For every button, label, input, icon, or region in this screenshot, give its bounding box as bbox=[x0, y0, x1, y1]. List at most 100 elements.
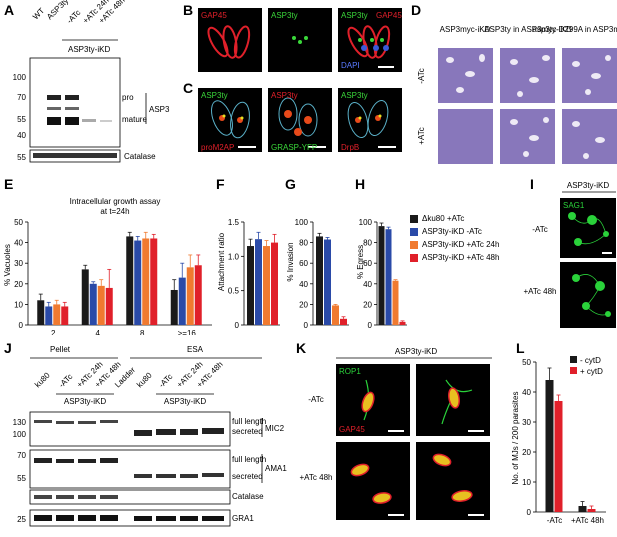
bar bbox=[385, 229, 392, 325]
bar bbox=[399, 321, 406, 325]
bar bbox=[392, 280, 399, 325]
x-tick-label: 8 bbox=[140, 329, 145, 335]
chart-h: % Egress 0 20 40 60 80 100 bbox=[356, 218, 407, 330]
col-label: asp3ty-D299A in ASP3myc-iKD bbox=[532, 25, 617, 34]
bar bbox=[53, 304, 61, 325]
bar bbox=[587, 509, 596, 512]
panel-header: ASP3ty-iKD bbox=[567, 181, 609, 190]
y-tick-label: 0 bbox=[368, 321, 373, 330]
band-label: GRA1 bbox=[232, 514, 254, 523]
bar bbox=[332, 305, 339, 325]
mw-label: 55 bbox=[17, 474, 26, 483]
panel-k-images: ASP3ty-iKD ROP1 GAP45 -ATc +ATc 48h bbox=[300, 347, 492, 520]
panel-c-letter: C bbox=[183, 80, 194, 96]
chart-l: No. of MJs / 200 parasites 0 10 20 30 40 50 -A… bbox=[511, 356, 606, 525]
legend-item: ASP3ty-iKD +ATc 48h bbox=[410, 251, 535, 264]
stain-label: ROP1 bbox=[339, 367, 361, 376]
legend-label: ASP3ty-iKD -ATc bbox=[422, 227, 482, 236]
panel-k-letter: K bbox=[296, 340, 307, 356]
y-tick-label: 80 bbox=[363, 239, 372, 248]
bar bbox=[255, 239, 262, 325]
chart-f: Attachment ratio 0 0.5 1.0 1.5 bbox=[217, 218, 280, 330]
y-axis-label: Attachment ratio bbox=[217, 232, 226, 291]
bar bbox=[142, 238, 150, 325]
bar bbox=[61, 306, 69, 325]
mw-label: 70 bbox=[17, 93, 26, 102]
y-tick-label: 0 bbox=[19, 321, 24, 330]
bar bbox=[378, 226, 385, 325]
y-tick-label: 50 bbox=[14, 218, 23, 227]
panel-f-letter: F bbox=[216, 176, 225, 192]
stain-label: ASP3ty bbox=[271, 11, 298, 20]
group-label: ASP3ty-iKD bbox=[164, 397, 206, 406]
stain-label: GRASP-YFP bbox=[271, 143, 317, 152]
y-tick-label: 40 bbox=[522, 388, 531, 397]
bar bbox=[316, 236, 323, 325]
band-label: full length bbox=[232, 455, 266, 464]
panel-a-blot: WT ASP3ty -ATc +ATc 24h +ATc 48h ASP3ty-… bbox=[13, 0, 170, 163]
panel-c-images: ASP3ty proM2AP ASP3ty GRASP-YFP ASP3ty D… bbox=[198, 88, 402, 152]
stain-label: GAP45 bbox=[339, 425, 365, 434]
stain-label: SAG1 bbox=[563, 201, 585, 210]
chart-e: Intracellular growth assay at t=24h % Va… bbox=[3, 197, 212, 335]
bar bbox=[89, 283, 97, 325]
stain-label: ASP3ty bbox=[341, 11, 368, 20]
group-label: ASP3ty-iKD bbox=[68, 45, 110, 54]
panel-header: ASP3ty-iKD bbox=[395, 347, 437, 356]
bar bbox=[45, 306, 53, 325]
y-tick-label: 50 bbox=[522, 358, 531, 367]
legend-swatch bbox=[410, 227, 418, 236]
legend-swatch bbox=[410, 240, 418, 249]
chart-g: % Invasion 0 20 40 60 80 100 bbox=[286, 218, 349, 330]
bar bbox=[271, 242, 278, 325]
protein-label: MIC2 bbox=[265, 424, 285, 433]
mw-label: 100 bbox=[13, 73, 27, 82]
stain-label: GAP45 bbox=[376, 11, 402, 20]
mw-label: 25 bbox=[17, 515, 26, 524]
mw-label: 40 bbox=[17, 131, 26, 140]
y-tick-label: 100 bbox=[295, 218, 309, 227]
y-tick-label: 80 bbox=[299, 239, 308, 248]
band-label: Catalase bbox=[232, 492, 264, 501]
bar bbox=[105, 287, 113, 325]
x-tick-label: >=16 bbox=[178, 329, 197, 335]
legend-swatch bbox=[410, 253, 418, 262]
y-tick-label: 0 bbox=[527, 508, 532, 517]
bar bbox=[134, 240, 142, 325]
bar bbox=[545, 380, 554, 512]
stain-label: GAP45 bbox=[201, 11, 227, 20]
y-tick-label: 30 bbox=[522, 418, 531, 427]
col-label: ASP3ty in ASP3myc-iKD bbox=[484, 25, 572, 34]
lane-label: -ATc bbox=[57, 372, 74, 389]
bar bbox=[81, 269, 89, 325]
stain-label: ASP3ty bbox=[201, 91, 228, 100]
panel-i-images: ASP3ty-iKD SAG1 -ATc +ATc 48h bbox=[524, 181, 616, 328]
group-label: Pellet bbox=[50, 345, 71, 354]
band-label: mature bbox=[122, 115, 147, 124]
chart-title: at t=24h bbox=[100, 207, 129, 216]
legend-label: + cytD bbox=[580, 367, 603, 376]
panel-b-letter: B bbox=[183, 2, 194, 18]
y-tick-label: 60 bbox=[363, 259, 372, 268]
panel-d-plaques: ASP3myc-iKD ASP3ty in ASP3myc-iKD asp3ty… bbox=[417, 25, 617, 164]
bar bbox=[194, 265, 202, 325]
lane-label: WT bbox=[31, 6, 46, 21]
col-label: ASP3myc-iKD bbox=[440, 25, 491, 34]
x-tick-label: 2 bbox=[51, 329, 56, 335]
bar bbox=[263, 246, 270, 325]
panel-a-letter: A bbox=[4, 2, 15, 18]
band-label: secreted bbox=[232, 427, 263, 436]
chart-title: Intracellular growth assay bbox=[70, 197, 161, 206]
x-tick-label: -ATc bbox=[547, 516, 562, 525]
panel-e-letter: E bbox=[4, 176, 14, 192]
y-tick-label: 0 bbox=[235, 321, 240, 330]
y-tick-label: 40 bbox=[363, 280, 372, 289]
bar bbox=[170, 289, 178, 325]
lane-label: -ATc bbox=[157, 372, 174, 389]
y-tick-label: 60 bbox=[299, 259, 308, 268]
stain-label: ASP3ty bbox=[271, 91, 298, 100]
y-axis-label: % Invasion bbox=[286, 242, 295, 281]
mw-label: 130 bbox=[13, 418, 27, 427]
bar bbox=[324, 239, 331, 325]
mw-label: 55 bbox=[17, 153, 26, 162]
